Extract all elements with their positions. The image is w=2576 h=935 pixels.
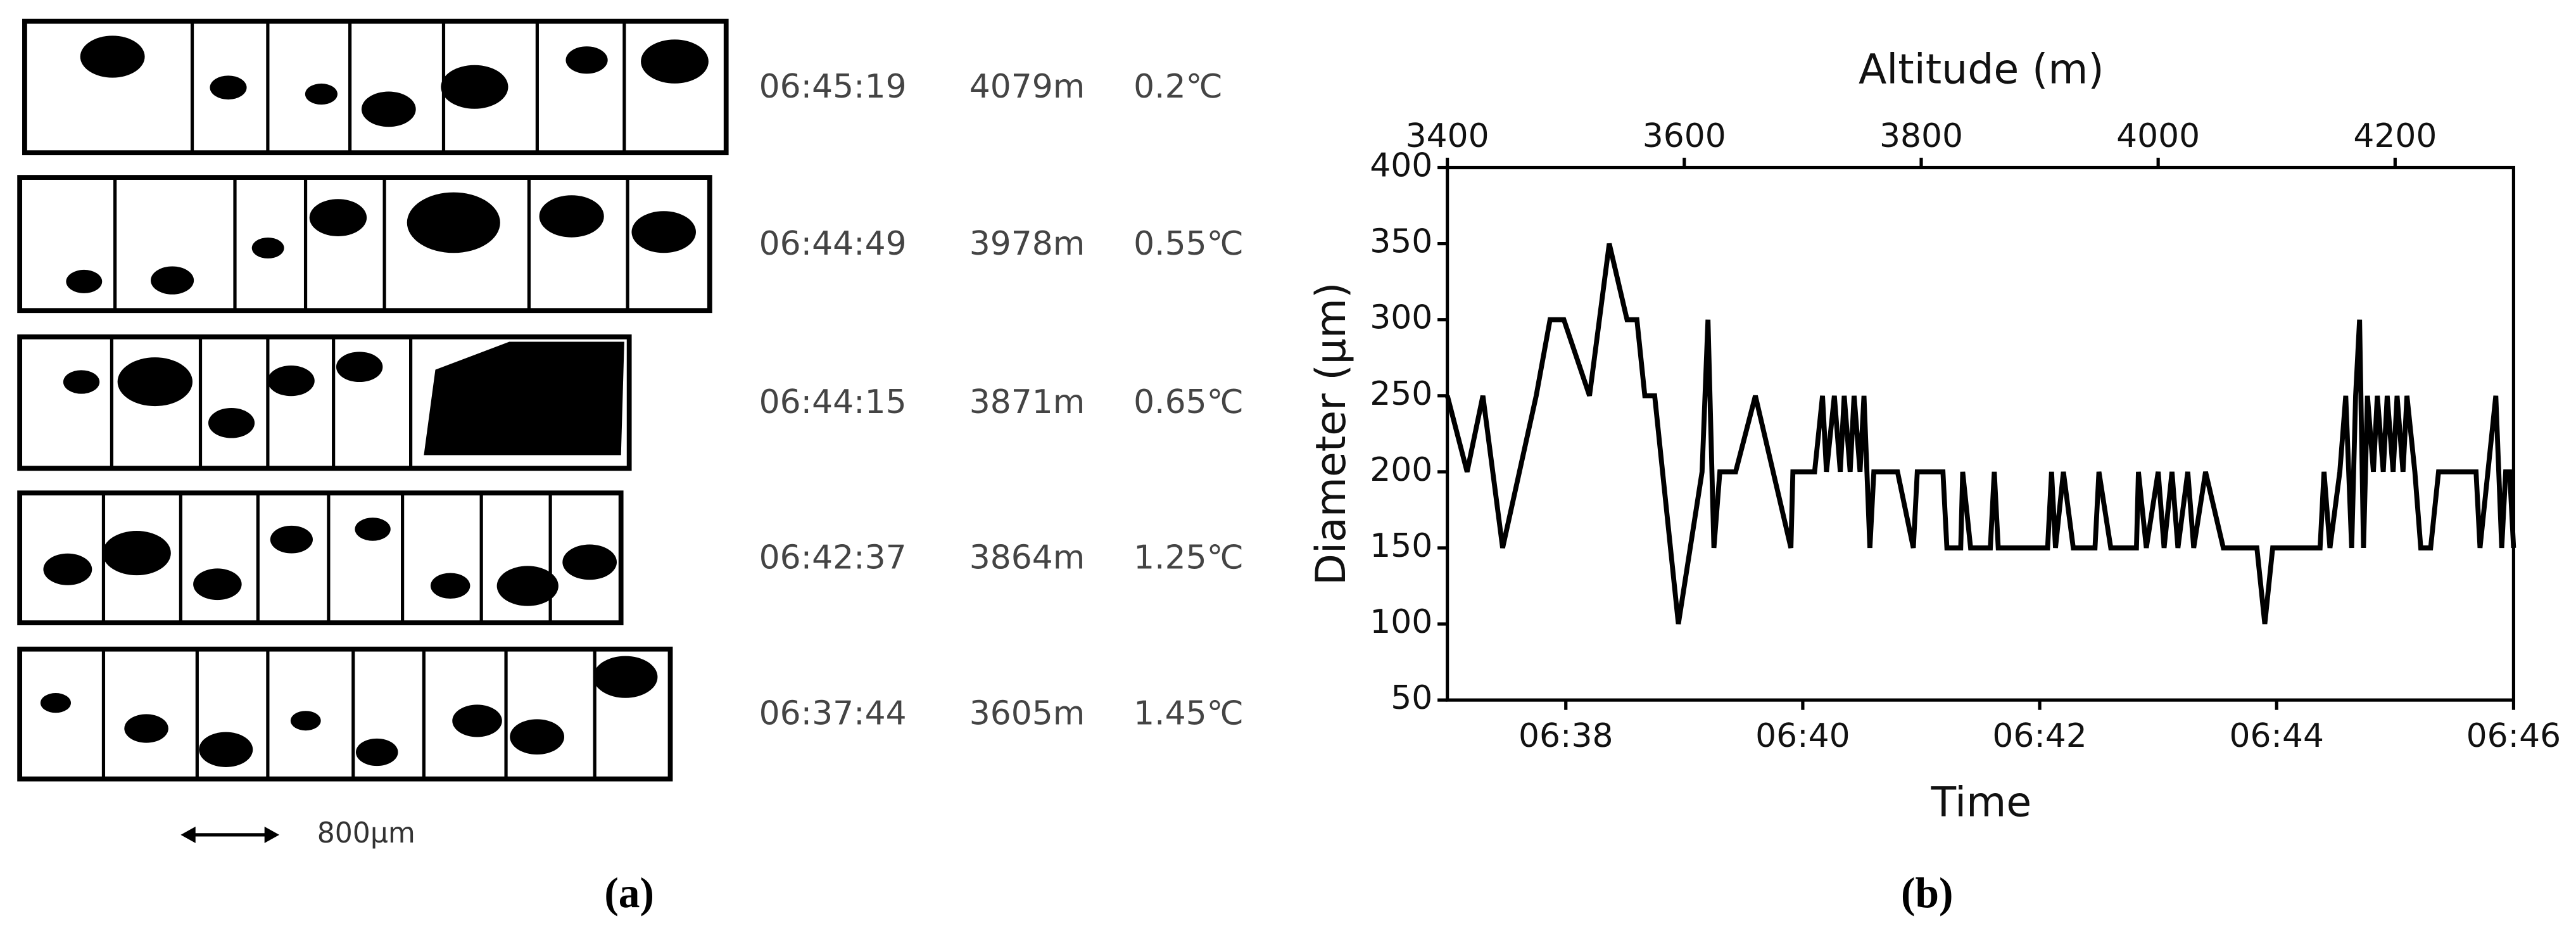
y-tick-label: 200 — [1370, 451, 1432, 489]
particle — [305, 83, 338, 105]
y-tick-label: 350 — [1370, 223, 1432, 261]
particle — [199, 732, 253, 767]
temperature-label: 1.45℃ — [1133, 695, 1244, 733]
y-tick-label: 400 — [1370, 147, 1432, 185]
particle — [251, 237, 284, 259]
strip-frame — [17, 646, 673, 782]
x-tick-label: 06:46 — [2466, 717, 2561, 755]
x-axis-title: Time — [1930, 779, 2031, 827]
particle — [270, 525, 313, 554]
time-label: 06:42:37 — [759, 538, 907, 576]
particle — [631, 211, 696, 253]
particle — [361, 91, 416, 127]
plot-frame — [1446, 165, 2516, 702]
particle — [336, 352, 383, 383]
caption: (a) — [604, 869, 654, 917]
particle — [151, 266, 194, 295]
temperature-label: 1.25℃ — [1133, 538, 1244, 576]
x-tick-label: 06:38 — [1518, 717, 1613, 755]
particle — [539, 195, 604, 238]
y-tick-label: 250 — [1370, 375, 1432, 413]
x2-tick-label: 4200 — [2353, 117, 2437, 155]
particle — [641, 39, 709, 84]
time-label: 06:45:19 — [759, 68, 907, 106]
particle — [441, 65, 508, 109]
x-tick-label: 06:44 — [2229, 717, 2324, 755]
particle — [355, 738, 398, 766]
particle — [562, 544, 617, 580]
strip-frame — [17, 175, 712, 314]
particle — [424, 341, 624, 455]
particle — [267, 366, 315, 397]
temperature-label: 0.65℃ — [1133, 383, 1244, 421]
particle — [210, 75, 247, 100]
altitude-label: 3978m — [969, 225, 1085, 263]
time-label: 06:44:15 — [759, 383, 907, 421]
altitude-label: 4079m — [969, 68, 1085, 106]
particle — [510, 719, 565, 755]
altitude-label: 3864m — [969, 538, 1085, 576]
particle — [102, 531, 171, 576]
y-axis-title: Diameter (μm) — [1308, 283, 1355, 585]
particle — [193, 568, 242, 601]
particle — [117, 357, 193, 407]
scale-label: 800μm — [317, 817, 415, 849]
particle — [40, 693, 72, 713]
x-tick-label: 06:42 — [1992, 717, 2087, 755]
particle — [496, 566, 559, 606]
time-label: 06:37:44 — [759, 695, 907, 733]
caption: (b) — [1901, 869, 1953, 917]
particle — [80, 35, 145, 78]
particle — [290, 711, 321, 731]
particle — [208, 407, 255, 438]
x-tick-label: 06:40 — [1755, 717, 1850, 755]
x2-axis-title: Altitude (m) — [1859, 46, 2104, 94]
data-line — [1444, 243, 2516, 625]
particle — [565, 46, 608, 74]
particle — [124, 714, 168, 743]
y-tick-label: 300 — [1370, 299, 1432, 337]
particle-images — [17, 18, 729, 782]
particle — [355, 518, 391, 541]
particle — [407, 192, 500, 253]
x2-tick-label: 4000 — [2116, 117, 2200, 155]
temperature-label: 0.2℃ — [1133, 68, 1223, 106]
particle — [43, 553, 92, 585]
y-tick-label: 100 — [1370, 603, 1432, 641]
particle — [452, 704, 502, 737]
x2-tick-label: 3400 — [1406, 117, 1489, 155]
altitude-label: 3605m — [969, 695, 1085, 733]
strip-frame — [22, 18, 729, 156]
altitude-label: 3871m — [969, 383, 1085, 421]
y-tick-label: 150 — [1370, 527, 1432, 565]
particle — [309, 199, 367, 236]
x2-tick-label: 3600 — [1643, 117, 1726, 155]
x2-tick-label: 3800 — [1879, 117, 1963, 155]
particle — [430, 573, 470, 599]
y-tick-label: 50 — [1391, 679, 1432, 717]
temperature-label: 0.55℃ — [1133, 225, 1244, 263]
particle — [593, 656, 658, 698]
particle — [66, 269, 103, 293]
particle — [63, 370, 100, 394]
time-label: 06:44:49 — [759, 225, 907, 263]
